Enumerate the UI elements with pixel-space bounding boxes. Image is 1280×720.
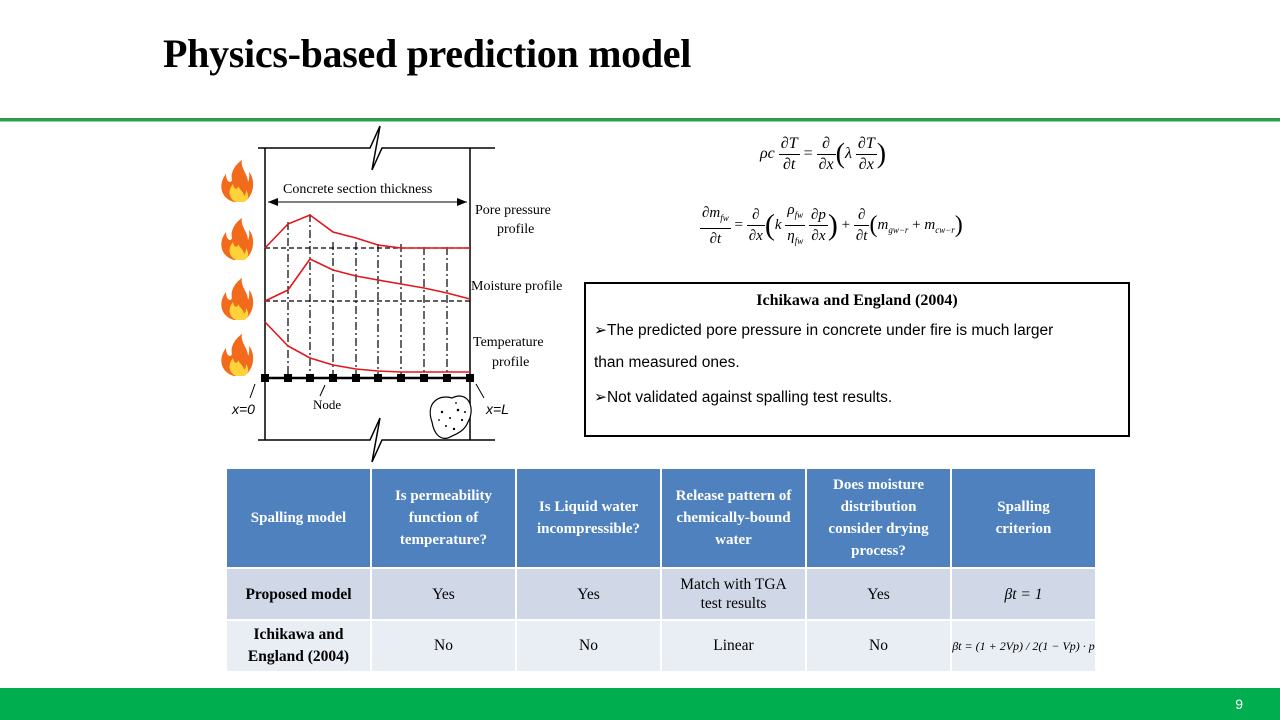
footer-bar: 9 (0, 688, 1280, 720)
profile-curves (264, 214, 471, 373)
pore-pressure-label-2: profile (497, 222, 534, 237)
x-zero-label: x=0 (231, 401, 255, 417)
temperature-profile-label: Temperature (473, 335, 544, 350)
page-number: 9 (1235, 696, 1243, 712)
critique-point-2: ➢Not validated against spalling test res… (594, 389, 893, 406)
node-label: Node (313, 397, 341, 412)
column-header: Is permeability function of temperature? (370, 467, 517, 569)
critique-title: Ichikawa and England (2004) (756, 292, 958, 309)
thickness-label: Concrete section thickness (283, 182, 432, 197)
x-length-label: x=L (485, 401, 509, 417)
table-cell: No (515, 619, 662, 673)
table-cell: Linear (660, 619, 807, 673)
table-row: Proposed model Yes Yes Match with TGA te… (225, 567, 1097, 621)
temperature-profile-label-2: profile (492, 355, 529, 370)
column-header: Spalling criterion (950, 467, 1097, 569)
pore-pressure-label: Pore pressure (475, 203, 551, 218)
column-header: Does moisture distribution consider dryi… (805, 467, 952, 569)
column-header: Release pattern of chemically-bound wate… (660, 467, 807, 569)
table-cell: Yes (805, 567, 952, 621)
fire-icon (221, 278, 254, 320)
comparison-table: Spalling model Is permeability function … (225, 467, 1097, 673)
critique-point-1-cont: than measured ones. (594, 354, 740, 371)
concrete-section-diagram: Concrete section thickness (221, 125, 562, 463)
table-cell: Yes (515, 567, 662, 621)
critique-point-1: ➢The predicted pore pressure in concrete… (594, 322, 1054, 339)
table-cell: Yes (370, 567, 517, 621)
table-cell: Proposed model (225, 567, 372, 621)
table-cell: βt = (1 + 2Vp) / 2(1 − Vp) · p (950, 619, 1097, 673)
fire-icon (221, 218, 254, 260)
moisture-equation: ∂mfw ∂t = ∂ ∂x (k ρfw ηfw ∂p ∂x) + ∂ ∂t (mgw−r … (700, 202, 963, 247)
moisture-profile-label: Moisture profile (471, 279, 562, 294)
fire-icon (221, 160, 254, 202)
column-header: Spalling model (225, 467, 372, 569)
table-cell: βt = 1 (950, 567, 1097, 621)
table-row: Ichikawa and England (2004) No No Linear… (225, 619, 1097, 673)
table-cell: No (805, 619, 952, 673)
title-divider (0, 118, 1280, 121)
heat-equation: ρc ∂T ∂t = ∂ ∂x (λ ∂T ∂x) (760, 135, 887, 173)
title-divider-shadow (0, 121, 1280, 122)
page-title: Physics-based prediction model (163, 31, 692, 76)
table-cell: No (370, 619, 517, 673)
column-header: Is Liquid water incompressible? (515, 467, 662, 569)
fire-icon (221, 334, 254, 376)
table-cell: Match with TGA test results (660, 567, 807, 621)
table-cell: Ichikawa and England (2004) (225, 619, 372, 673)
critique-box: Ichikawa and England (2004) ➢The predict… (584, 282, 1130, 437)
